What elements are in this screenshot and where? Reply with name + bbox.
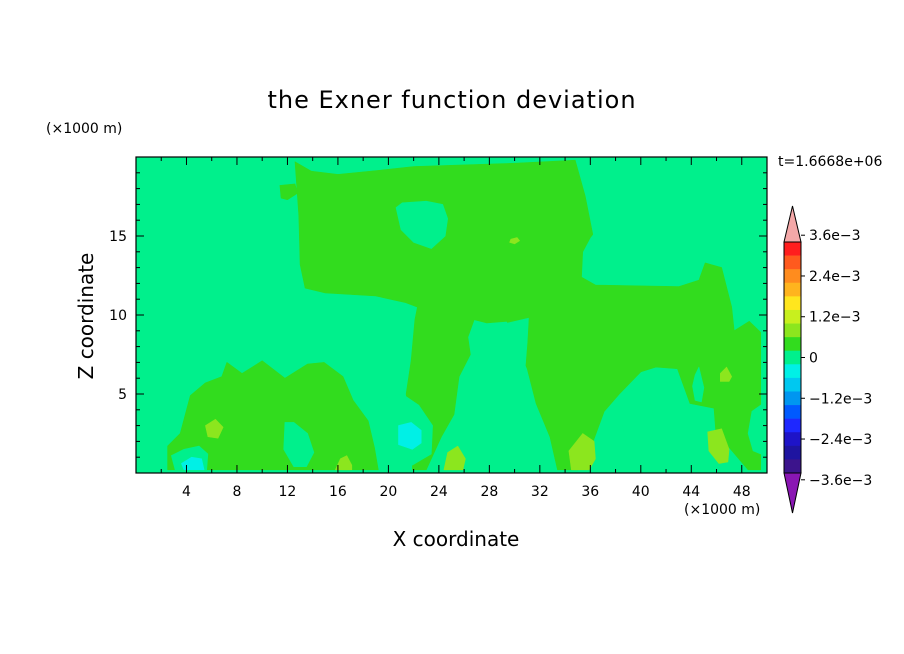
- x-tick-label: 44: [682, 484, 700, 500]
- contour-region: [181, 456, 205, 471]
- colorbar-band: [784, 459, 801, 474]
- colorbar-label: 3.6e−3: [809, 228, 861, 244]
- contour-region: [707, 428, 730, 464]
- x-unit-label: (×1000 m): [684, 502, 761, 518]
- colorbar-label: 2.4e−3: [809, 269, 861, 285]
- x-tick-label: 4: [182, 484, 191, 500]
- colorbar-band: [784, 309, 801, 324]
- x-axis-label: X coordinate: [392, 527, 520, 551]
- colorbar-band: [784, 296, 801, 311]
- contour-region: [509, 237, 520, 245]
- x-tick-label: 24: [430, 484, 448, 500]
- x-tick-label: 12: [279, 484, 297, 500]
- contour-region: [167, 360, 379, 471]
- z-tick-label: 5: [118, 387, 127, 403]
- colorbar-band: [784, 364, 801, 379]
- colorbar-band: [784, 418, 801, 433]
- x-tick-label: 20: [379, 484, 397, 500]
- contour-region: [279, 183, 298, 200]
- colorbar-band: [784, 405, 801, 419]
- z-unit-label: (×1000 m): [46, 121, 123, 137]
- x-tick-label: 16: [329, 484, 347, 500]
- colorbar-band: [784, 255, 801, 270]
- colorbar-label: −1.2e−3: [809, 391, 872, 407]
- colorbar-bottom-extension: [783, 472, 802, 514]
- z-tick-label: 15: [109, 229, 127, 245]
- x-tick-label: 36: [581, 484, 599, 500]
- contour-region: [443, 445, 466, 471]
- colorbar-label: 1.2e−3: [809, 310, 861, 326]
- colorbar-band: [784, 445, 801, 460]
- colorbar-band: [784, 377, 801, 392]
- contour-fills: [136, 157, 767, 473]
- contour-region: [205, 418, 224, 439]
- contour-region: [398, 422, 422, 450]
- colorbar-label: 0: [809, 351, 818, 367]
- x-tick-label: 8: [232, 484, 241, 500]
- contour-region: [395, 200, 449, 249]
- colorbar-band: [784, 337, 801, 352]
- contour-region: [692, 366, 705, 403]
- contour-region: [747, 404, 762, 455]
- contour-region: [283, 422, 315, 468]
- x-tick-label: 28: [480, 484, 498, 500]
- contour-region: [335, 455, 353, 471]
- colorbar-band: [784, 432, 801, 447]
- colorbar: 3.6e−3 2.4e−3 1.2e−3 0 −1.2e−3 −2.4e−3 −3.6e−3: [783, 205, 872, 514]
- colorbar-band: [784, 350, 801, 365]
- contour-region: [621, 388, 654, 452]
- colorbar-band: [784, 242, 801, 256]
- time-label: t=1.6668e+06: [778, 154, 883, 170]
- colorbar-band: [784, 282, 801, 297]
- colorbar-label: −3.6e−3: [809, 473, 872, 489]
- contour-region: [568, 433, 596, 471]
- contour-region: [462, 317, 529, 458]
- x-tick-label: 48: [733, 484, 751, 500]
- colorbar-label: −2.4e−3: [809, 432, 872, 448]
- x-tick-label: 32: [531, 484, 549, 500]
- chart-title: the Exner function deviation: [267, 86, 637, 114]
- contour-region: [138, 392, 165, 452]
- colorbar-top-extension: [783, 205, 802, 243]
- contour-region: [719, 366, 733, 382]
- x-tick-label: 40: [632, 484, 650, 500]
- colorbar-band: [784, 391, 801, 406]
- colorbar-band: [784, 269, 801, 284]
- colorbar-band: [784, 323, 801, 338]
- z-tick-label: 10: [109, 308, 127, 324]
